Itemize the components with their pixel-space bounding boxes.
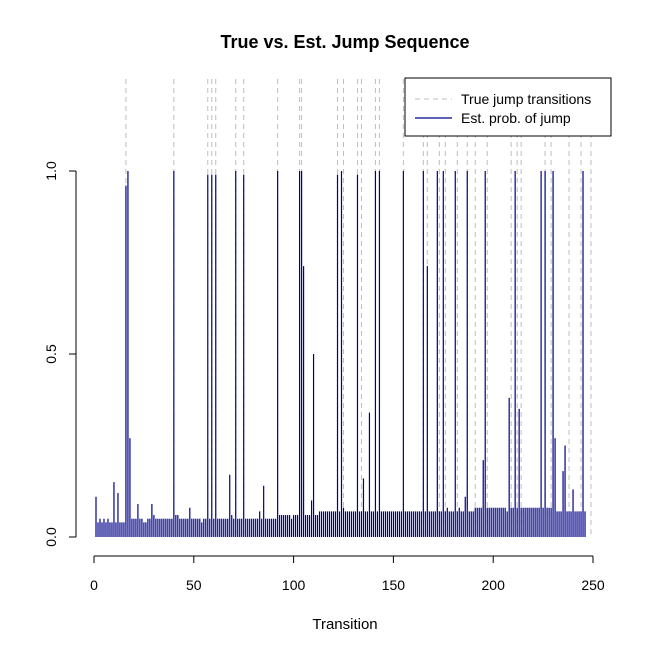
x-tick-label-4: 200 (482, 577, 506, 593)
x-tick-label-1: 50 (186, 577, 202, 593)
y-tick-label-0: 0.0 (43, 527, 59, 547)
est-prob-bars (95, 171, 586, 537)
chart-title: True vs. Est. Jump Sequence (220, 32, 469, 52)
x-tick-label-0: 0 (90, 577, 98, 593)
x-tick-label-2: 100 (282, 577, 306, 593)
legend-est-prob-label: Est. prob. of jump (461, 110, 571, 126)
y-tick-label-1: 0.5 (43, 344, 59, 364)
x-tick-label-5: 250 (581, 577, 605, 593)
axes: 0 50 100 150 200 250 0.0 0.5 1.0 (43, 161, 605, 593)
legend: True jump transitions Est. prob. of jump (404, 77, 612, 137)
legend-true-jump-label: True jump transitions (461, 91, 591, 107)
legend-box (404, 77, 612, 137)
x-tick-label-3: 150 (382, 577, 406, 593)
x-axis-label: Transition (312, 616, 377, 633)
y-tick-label-2: 1.0 (43, 161, 59, 181)
